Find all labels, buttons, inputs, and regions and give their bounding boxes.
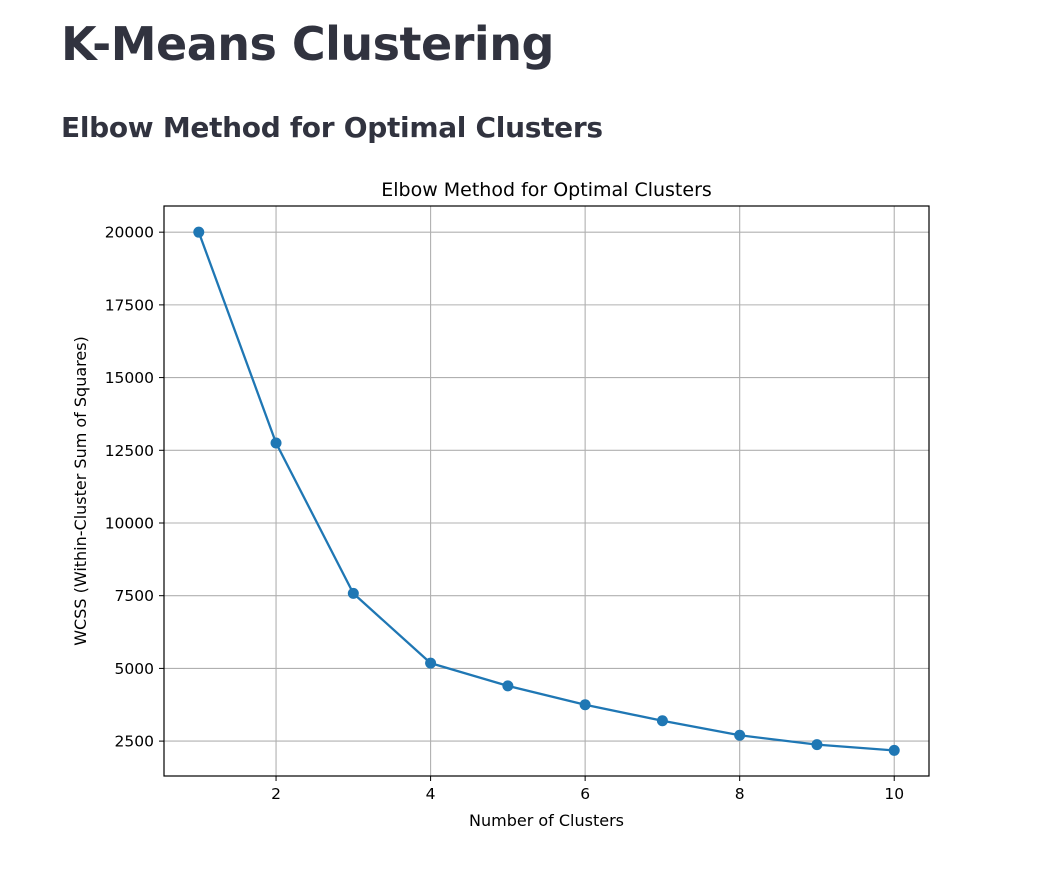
y-tick-label: 15000 [105,369,154,387]
plot-frame [163,205,930,777]
section-subheader: Elbow Method for Optimal Clusters [61,111,603,144]
data-point [734,729,746,741]
y-tick-label: 5000 [115,660,154,678]
series-layer [193,226,900,756]
x-tick-label: 10 [884,785,904,803]
data-point [888,744,900,756]
grid-lines [164,206,929,776]
data-point [502,680,514,692]
data-point [425,657,437,669]
page-title: K-Means Clustering [61,17,554,71]
x-tick-label: 6 [580,785,590,803]
y-axis-label: WCSS (Within-Cluster Sum of Squares) [71,336,90,646]
y-tick-label: 17500 [105,296,154,314]
data-point [270,437,282,449]
data-point [347,587,359,599]
y-tick-label: 20000 [105,224,154,242]
tick-layer: 2 4 6 8 10 2500 5000 7500 10000 12500 15000 17500 20… [105,224,904,803]
wcss-series-line [197,231,895,752]
elbow-chart-figure: 2 4 6 8 10 2500 5000 7500 10000 12500 15000 17500 20… [60,170,950,840]
x-tick-label: 4 [426,785,436,803]
data-point [811,739,823,751]
y-tick-label: 7500 [115,587,154,605]
data-point [656,715,668,727]
x-tick-label: 2 [271,785,281,803]
y-tick-label: 2500 [115,733,154,751]
x-axis-label: Number of Clusters [469,811,624,830]
chart-title: Elbow Method for Optimal Clusters [381,179,712,201]
x-tick-label: 8 [735,785,745,803]
data-point [579,699,591,711]
data-point [193,226,205,238]
y-tick-label: 10000 [105,514,154,532]
elbow-chart: 2 4 6 8 10 2500 5000 7500 10000 12500 15000 17500 20… [71,179,930,830]
y-tick-label: 12500 [105,442,154,460]
